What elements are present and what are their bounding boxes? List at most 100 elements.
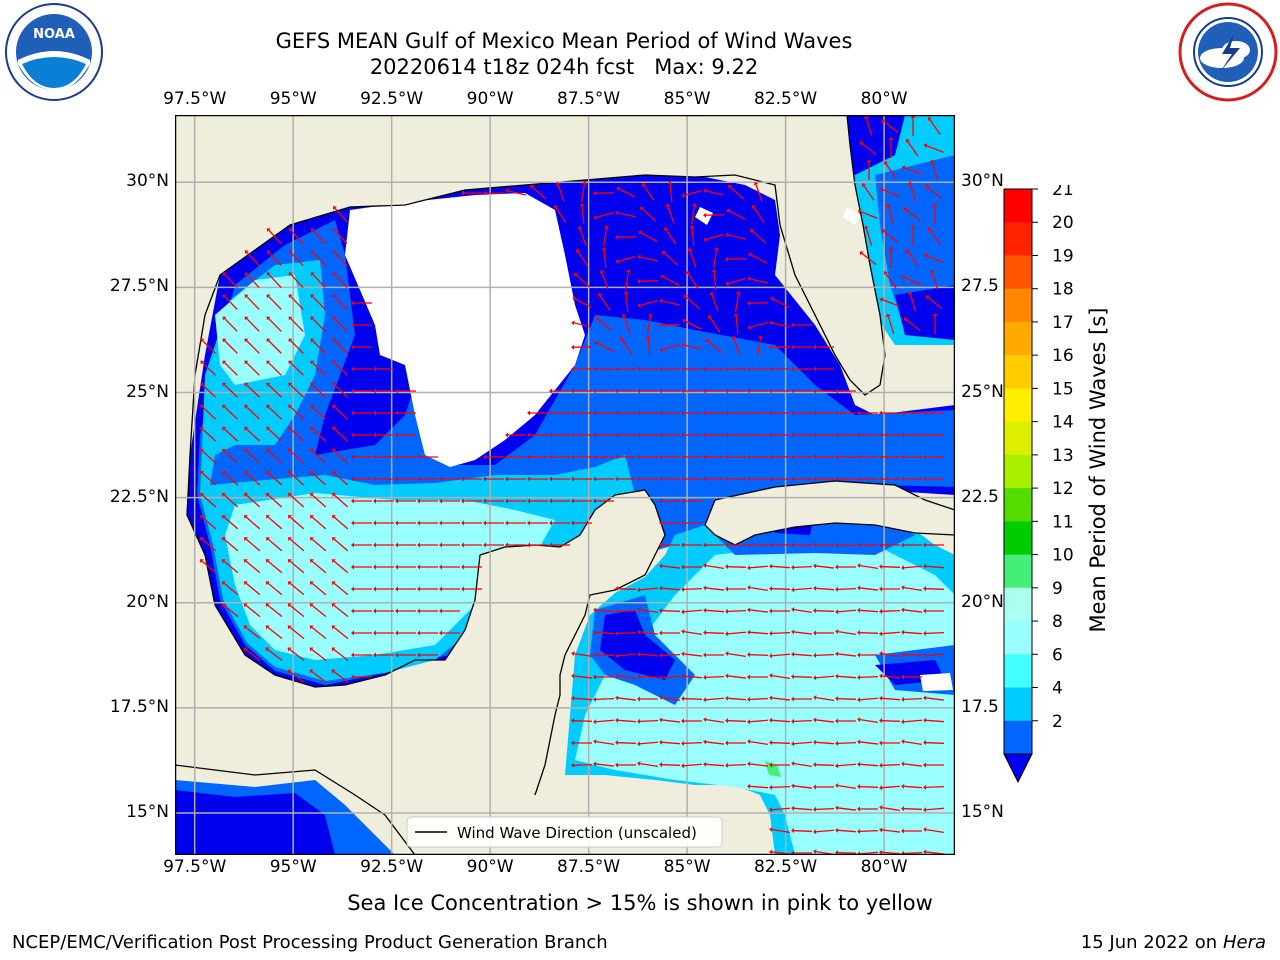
wind-arrow xyxy=(687,247,697,268)
wind-arrow xyxy=(857,410,878,416)
wind-arrow xyxy=(769,476,790,482)
wind-arrow xyxy=(637,587,659,593)
colorbar-tick-label: 11 xyxy=(1052,512,1074,532)
colorbar-tick-label: 16 xyxy=(1052,346,1074,366)
wind-arrow xyxy=(857,607,879,613)
wind-arrow xyxy=(200,448,217,464)
wind-arrow xyxy=(791,783,813,789)
wind-arrow xyxy=(901,165,922,175)
wind-arrow xyxy=(725,586,747,592)
wind-arrow xyxy=(310,228,326,245)
wind-arrow xyxy=(505,498,526,504)
wind-arrow xyxy=(601,247,607,269)
wind-arrow xyxy=(681,388,702,394)
wind-arrow xyxy=(439,476,460,482)
wind-arrow xyxy=(351,674,372,680)
wind-arrow xyxy=(222,382,238,398)
wind-arrow xyxy=(571,476,592,482)
wind-arrow xyxy=(200,382,216,398)
wind-arrow xyxy=(637,278,659,284)
wind-arrow xyxy=(571,762,593,768)
wind-arrow xyxy=(417,608,438,614)
wind-arrow xyxy=(244,272,260,288)
wind-arrow xyxy=(879,476,900,482)
wind-arrow xyxy=(725,695,747,701)
wind-arrow xyxy=(395,608,416,614)
wind-arrow xyxy=(725,232,746,240)
wind-arrow xyxy=(747,410,768,416)
wind-arrow xyxy=(266,382,282,398)
wind-arrow xyxy=(791,432,812,438)
wind-arrow xyxy=(725,631,747,637)
wind-arrow xyxy=(703,366,724,372)
wind-arrow xyxy=(222,426,239,442)
wind-arrow xyxy=(750,229,767,244)
wind-arrow xyxy=(373,410,394,416)
wind-arrow xyxy=(351,366,372,372)
wind-arrow xyxy=(791,718,813,724)
wind-arrow xyxy=(725,388,746,394)
wind-arrow xyxy=(221,515,239,530)
wind-arrow xyxy=(769,563,791,569)
wind-arrow xyxy=(857,652,879,658)
wind-arrow xyxy=(244,382,260,398)
wind-arrow xyxy=(747,739,768,746)
colorbar-swatch xyxy=(1004,521,1032,556)
tick-label: 25°N xyxy=(961,381,1004,402)
wind-arrow xyxy=(571,673,593,679)
wind-arrow xyxy=(549,542,570,548)
wind-arrow xyxy=(571,320,592,328)
wind-arrow xyxy=(599,269,609,290)
wind-arrow xyxy=(659,739,681,745)
wind-arrow xyxy=(747,432,768,438)
wind-arrow xyxy=(835,673,857,679)
wind-arrow xyxy=(753,181,763,202)
wind-arrow xyxy=(331,559,349,574)
legend-label: Wind Wave Direction (unscaled) xyxy=(457,824,697,842)
wind-arrow xyxy=(791,542,812,548)
wind-arrow xyxy=(923,717,945,723)
wind-arrow xyxy=(660,274,680,286)
colorbar-swatch xyxy=(1004,720,1032,755)
wind-arrow xyxy=(769,740,791,746)
tick-label: 97.5°W xyxy=(163,89,227,109)
wind-arrow xyxy=(331,625,349,640)
wind-arrow xyxy=(901,476,922,482)
wind-arrow xyxy=(901,565,923,571)
wind-arrow xyxy=(835,740,857,746)
wind-arrow xyxy=(725,432,746,438)
wind-arrow xyxy=(593,211,614,220)
wind-arrow xyxy=(571,740,593,746)
wind-arrow xyxy=(769,695,791,701)
wind-arrow xyxy=(395,630,416,636)
wind-arrow xyxy=(288,382,304,398)
wind-arrow xyxy=(681,673,703,679)
wind-arrow xyxy=(923,563,945,569)
wind-arrow xyxy=(703,476,724,482)
wind-arrow xyxy=(553,205,567,223)
wind-arrow xyxy=(646,313,653,334)
wind-arrow xyxy=(417,542,438,548)
wind-arrow xyxy=(461,586,482,592)
wind-arrow xyxy=(747,652,769,658)
wind-arrow xyxy=(417,520,438,526)
tick-label: 80°W xyxy=(860,89,908,109)
wind-arrow xyxy=(439,520,460,526)
wind-arrow xyxy=(637,454,658,460)
wind-arrow xyxy=(879,849,901,855)
wind-arrow xyxy=(681,651,703,657)
wind-arrow xyxy=(879,785,901,791)
tick-label: 87.5°W xyxy=(557,857,621,877)
wind-arrow xyxy=(351,476,372,482)
wind-arrow xyxy=(331,537,349,552)
wind-arrow xyxy=(332,426,349,442)
wind-arrow xyxy=(373,432,394,438)
forecast-time: 20220614 t18z 024h fcst xyxy=(369,55,635,79)
wind-arrow xyxy=(332,493,349,508)
wind-arrow xyxy=(287,537,305,552)
wind-arrow xyxy=(813,388,834,394)
wind-arrow xyxy=(835,432,856,438)
wind-arrow xyxy=(859,251,877,266)
wind-arrow xyxy=(530,185,547,200)
wind-arrow xyxy=(615,410,636,416)
